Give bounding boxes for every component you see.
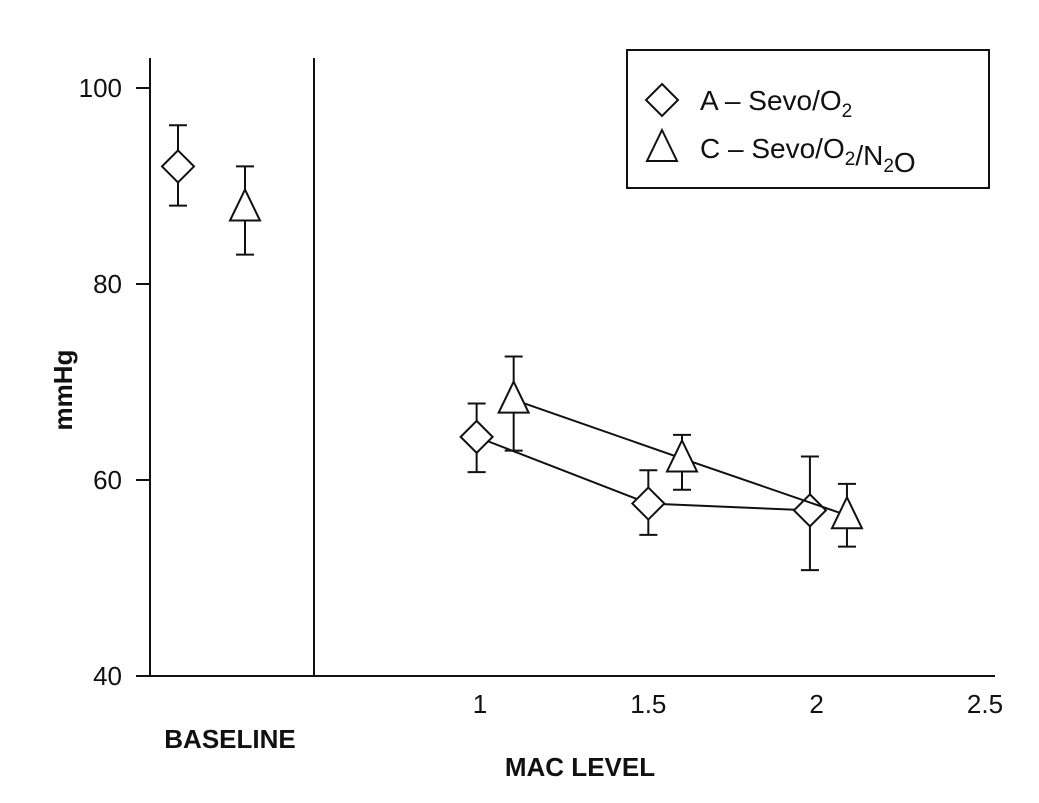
y-tick-label: 60 bbox=[93, 465, 122, 495]
legend: A – Sevo/O2 C – Sevo/O2/N2O bbox=[626, 49, 990, 189]
legend-box bbox=[626, 49, 990, 189]
legend-label: C – Sevo/O2/N2O bbox=[700, 133, 916, 178]
y-tick-label: 100 bbox=[79, 73, 122, 103]
data-point bbox=[830, 494, 864, 530]
x-ticks: 1 1.5 2 2.5 bbox=[473, 689, 1003, 719]
baseline-label: BASELINE bbox=[164, 724, 295, 754]
data-point bbox=[459, 419, 495, 455]
legend-label: A – Sevo/O2 bbox=[700, 85, 852, 122]
legend-marker-triangle bbox=[645, 127, 679, 162]
series-triangle bbox=[228, 165, 864, 548]
x-axis-title: MAC LEVEL bbox=[505, 752, 655, 782]
legend-marker-diamond bbox=[644, 82, 680, 118]
data-point bbox=[792, 492, 828, 528]
baseline-point bbox=[160, 148, 196, 184]
y-ticks: 40 60 80 100 bbox=[79, 73, 150, 691]
y-axis-title: mmHg bbox=[48, 350, 78, 431]
series-diamond bbox=[160, 124, 828, 572]
data-point bbox=[665, 438, 699, 473]
data-point bbox=[630, 486, 666, 521]
data-point bbox=[497, 379, 531, 414]
y-tick-label: 80 bbox=[93, 269, 122, 299]
x-tick-label: 1 bbox=[473, 689, 487, 719]
x-tick-label: 2 bbox=[809, 689, 823, 719]
series-layer bbox=[160, 124, 864, 572]
baseline-point bbox=[228, 187, 262, 222]
x-tick-label: 2.5 bbox=[967, 689, 1003, 719]
x-tick-label: 1.5 bbox=[630, 689, 666, 719]
y-tick-label: 40 bbox=[93, 661, 122, 691]
